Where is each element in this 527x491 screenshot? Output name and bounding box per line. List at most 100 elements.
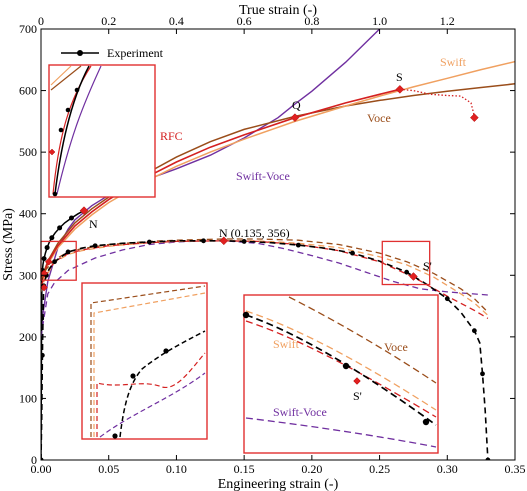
x2-tick-label: 1.2: [440, 14, 455, 28]
eng-experiment-point: [52, 259, 57, 265]
y-tick-label: 600: [19, 84, 37, 98]
x2-axis-title: True strain (-): [239, 3, 317, 18]
marker-s-prime: [409, 272, 418, 281]
eng-experiment-point: [480, 371, 485, 377]
marker-s: [395, 84, 405, 94]
zoom-box-necking: [381, 240, 431, 286]
x-tick-label: 0.00: [31, 462, 52, 476]
label-s: S: [396, 70, 403, 84]
plot-border: [40, 28, 516, 461]
legend: Experiment: [61, 46, 164, 60]
y-tick-label: 700: [19, 22, 37, 36]
x-tick-label: 0.35: [505, 462, 526, 476]
true-curve-swift: [41, 60, 515, 294]
y-axis-title: Stress (MPa): [1, 208, 16, 281]
label-swift-voce: Swift-Voce: [236, 169, 290, 183]
x-tick-label: 0.15: [234, 462, 255, 476]
inset2-exp-point: [112, 433, 118, 439]
true-experiment-point: [49, 235, 55, 241]
label-n: N: [89, 217, 98, 231]
marker-rfc-origin: [40, 283, 48, 292]
x-tick-label: 0.20: [301, 462, 322, 476]
true-curve-rfc-dotted: [399, 88, 476, 117]
marker-n-eng: [219, 236, 229, 246]
eng-experiment-point: [65, 249, 71, 255]
true-experiment-point: [41, 256, 47, 262]
inset2-exp-point: [163, 348, 169, 354]
x-tick-label: 0.25: [369, 462, 390, 476]
x2-tick-label: 1.0: [372, 14, 387, 28]
inset-true-yield: [48, 64, 156, 198]
y-tick-label: 400: [19, 207, 37, 221]
y-tick-label: 100: [19, 391, 37, 405]
eng-experiment-point: [350, 250, 355, 256]
eng-experiment-point: [241, 239, 247, 244]
marker-eng-start-2: [44, 257, 53, 266]
marker-s-end: [470, 113, 479, 123]
true-experiment-point: [68, 215, 74, 221]
true-curve-voce: [41, 83, 515, 282]
x2-tick-label: 0.8: [304, 14, 319, 28]
eng-experiment-point: [41, 352, 45, 358]
inset2-swift-line: [93, 292, 206, 437]
marker-eng-start: [40, 269, 48, 278]
inset-eng-necking-frame: [243, 294, 439, 454]
label-swift: Swift: [440, 55, 467, 69]
eng-experiment-point: [295, 242, 301, 248]
eng-experiment-point: [404, 269, 410, 275]
inset1-rfc-marker: [48, 148, 56, 156]
insets: [40, 64, 439, 454]
x-tick-label: 0.30: [437, 462, 458, 476]
inset3-exp-line: [245, 314, 437, 426]
inset3-swift-voce-line: [245, 417, 437, 448]
label-s-prime: S': [423, 259, 432, 273]
label-n-coords: N (0.135, 356): [219, 226, 290, 240]
eng-experiment-point: [485, 457, 491, 460]
eng-experiment-point: [41, 457, 44, 460]
marker-n-true: [79, 206, 89, 215]
inset-true-yield-frame: [48, 64, 156, 198]
inset2-exp-line: [119, 330, 206, 438]
inset3-exp-point: [342, 362, 350, 370]
markers: [40, 84, 479, 292]
y-tick-label: 500: [19, 145, 37, 159]
x-tick-label: 0.05: [98, 462, 119, 476]
x-tick-label: 0.10: [166, 462, 187, 476]
inset3-swift-voce-label: Swift-Voce: [273, 405, 327, 419]
inset3-voce-label: Voce: [384, 340, 408, 354]
inset1-exp-point: [74, 87, 80, 93]
inset2-rfc-line: [96, 352, 206, 437]
inset3-s-prime-marker: [353, 377, 361, 385]
x-axis-title: Engineering strain (-): [218, 477, 339, 491]
x2-tick-label: 0.2: [101, 14, 116, 28]
inset1-exp-point: [65, 107, 71, 113]
x2-tick-label: 0.4: [169, 14, 184, 28]
inset-eng-yield-frame: [81, 282, 208, 440]
inset1-exp-point: [58, 127, 64, 133]
true-experiment-point: [57, 225, 63, 231]
y-tick-label: 300: [19, 268, 37, 282]
inset3-exp-point: [422, 418, 430, 426]
legend-marker: [77, 50, 83, 56]
marker-q: [290, 113, 300, 123]
inset3-exp-point: [242, 311, 250, 319]
inset1-exp-line: [54, 65, 90, 195]
inset-eng-yield: [81, 282, 208, 440]
inset2-exp-point: [130, 373, 136, 379]
legend-label-experiment: Experiment: [107, 46, 164, 60]
inset1-swift-voce-line: [56, 65, 102, 195]
inset3-s-prime-label: S': [353, 389, 362, 403]
x2-tick-label: 0: [38, 14, 44, 28]
eng-experiment-point: [92, 243, 98, 249]
axes: 0.00 0.05 0.10 0.15 0.20 0.25 0.30 0.35 0 0.2 0.4 0…: [1, 3, 526, 491]
y-tick-label: 0: [31, 453, 37, 467]
true-experiment-point: [44, 245, 50, 251]
inset3-voce-line: [288, 296, 437, 384]
eng-experiment-point: [201, 238, 206, 244]
inset1-voce-line: [50, 65, 82, 91]
inset-eng-necking: [242, 294, 439, 454]
inset1-exp-point: [52, 191, 58, 197]
label-rfc: RFC: [160, 129, 183, 143]
x2-tick-label: 0.6: [237, 14, 252, 28]
